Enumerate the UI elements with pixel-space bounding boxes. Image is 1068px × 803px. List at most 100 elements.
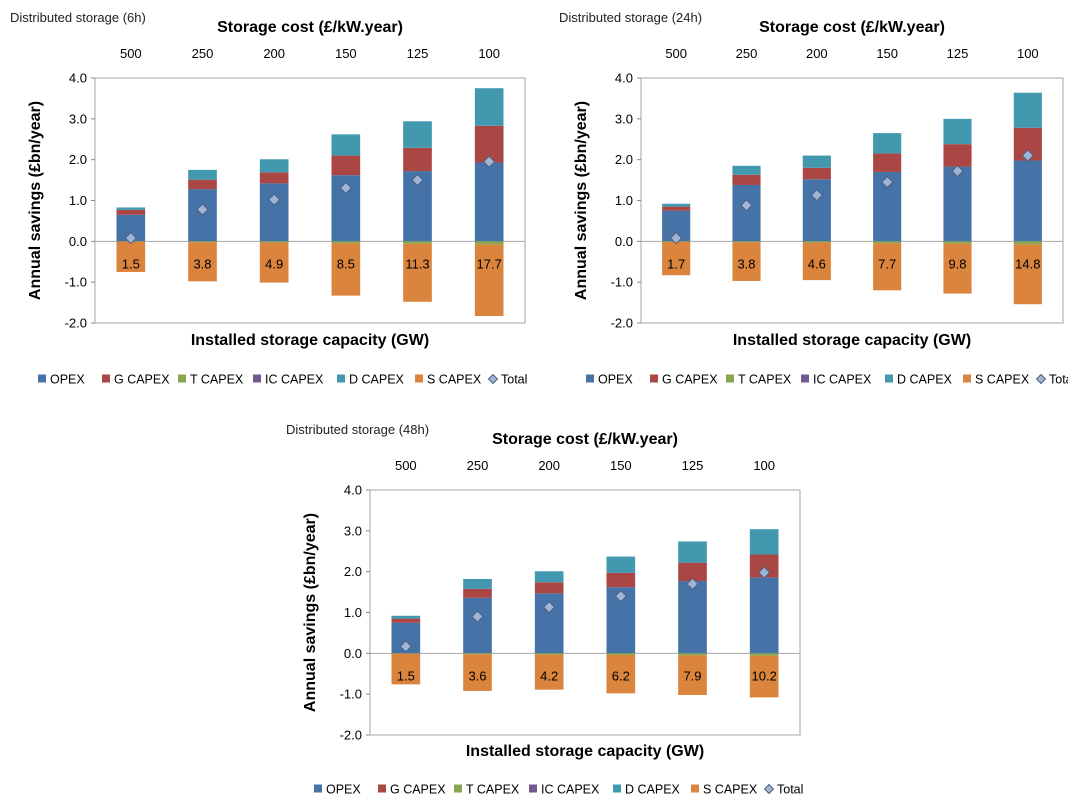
legend-swatch — [178, 374, 186, 383]
top-category-label: 150 — [335, 46, 357, 61]
legend-label: Total — [501, 373, 527, 387]
y-axis-title: Annual savings (£bn/year) — [27, 101, 44, 300]
total-marker — [757, 566, 771, 579]
legend-label: OPEX — [326, 783, 361, 797]
legend-label: D CAPEX — [625, 783, 681, 797]
bar-segment-d-capex — [606, 556, 636, 573]
bar-segment-d-capex — [116, 207, 146, 210]
legend-label: IC CAPEX — [541, 783, 600, 797]
total-marker — [339, 181, 353, 195]
bar-segment-opex — [749, 577, 779, 654]
bar-segment-d-capex — [534, 571, 564, 583]
chart-svg: Distributed storage (6h) Storage cost (£/… — [10, 10, 527, 387]
bar-segment-opex — [732, 184, 761, 242]
bar-segment-t-capex — [873, 241, 902, 244]
top-category-label: 200 — [263, 46, 285, 61]
y-tick-label: -1.0 — [65, 275, 87, 290]
category-label: 11.3 — [405, 256, 429, 271]
legend-swatch — [691, 784, 699, 793]
bar-segment-s-capex — [732, 242, 761, 281]
category-label: 9.8 — [948, 256, 966, 271]
bar-segment-t-capex — [943, 241, 972, 244]
y-tick-label: 4.0 — [69, 71, 87, 86]
legend-label: G CAPEX — [662, 373, 718, 387]
category-label: 6.2 — [612, 668, 630, 683]
y-tick-label: 2.0 — [344, 564, 362, 579]
top-category-label: 150 — [610, 458, 632, 473]
x-axis-title: Installed storage capacity (GW) — [733, 332, 971, 349]
total-marker — [471, 610, 484, 623]
top-category-label: 500 — [395, 458, 417, 473]
legend-swatch — [801, 374, 809, 383]
bar-segment-opex — [474, 162, 504, 242]
bar-segment-s-capex — [534, 654, 564, 690]
top-axis-title: Storage cost (£/kW.year) — [492, 431, 678, 448]
top-category-label: 100 — [478, 46, 500, 61]
bar-segment-s-capex — [116, 241, 146, 272]
bar-segment-g-capex — [873, 153, 902, 172]
y-tick-label: -2.0 — [340, 728, 362, 743]
bar-segment-s-capex — [391, 653, 421, 685]
bar-segment-s-capex — [678, 655, 707, 695]
bar-segment-d-capex — [259, 159, 289, 173]
bar-segment-g-capex — [749, 554, 779, 578]
bar-segment-g-capex — [943, 144, 972, 167]
bar-segment-g-capex — [463, 588, 492, 598]
legend-label: T CAPEX — [738, 373, 792, 387]
top-category-label: 250 — [736, 46, 758, 61]
bar-segment-opex — [463, 597, 492, 654]
bar-segment-s-capex — [873, 243, 902, 291]
legend-label: G CAPEX — [390, 783, 446, 797]
top-category-label: 125 — [682, 458, 704, 473]
bar-segment-opex — [943, 166, 972, 242]
legend-swatch-total — [763, 783, 775, 795]
bar-segment-t-capex — [678, 653, 707, 656]
y-tick-label: 4.0 — [344, 483, 362, 498]
legend-label: Total — [777, 783, 803, 797]
bar-segment-t-capex — [474, 241, 504, 245]
chart-panel-48h: Distributed storage (48h) Storage cost (£… — [276, 410, 810, 798]
y-tick-label: -1.0 — [611, 275, 633, 290]
category-label: 3.8 — [193, 256, 211, 271]
legend: OPEX G CAPEX T CAPEX IC CAPEX D CAPEX S CAPEX… — [38, 373, 527, 387]
bar-segment-t-capex — [802, 241, 831, 243]
bar-segment-t-capex — [259, 241, 289, 243]
top-category-label: 200 — [806, 46, 828, 61]
top-axis-title: Storage cost (£/kW.year) — [759, 19, 945, 36]
bar-segment-d-capex — [943, 118, 972, 145]
y-tick-label: -2.0 — [65, 316, 87, 331]
bar-segment-opex — [259, 183, 289, 242]
total-marker — [124, 231, 138, 245]
bar-segment-t-capex — [749, 653, 779, 656]
legend-swatch — [38, 374, 46, 383]
legend-swatch-total — [1035, 373, 1047, 385]
chart-header: Distributed storage (48h) — [286, 422, 429, 437]
bar-segment-d-capex — [403, 121, 432, 148]
legend-swatch — [650, 374, 658, 383]
chart-header: Distributed storage (6h) — [10, 10, 146, 25]
bar-segment-g-capex — [534, 582, 564, 594]
bar-segment-g-capex — [188, 179, 217, 190]
bar-segment-d-capex — [678, 541, 707, 563]
y-tick-label: 1.0 — [69, 193, 87, 208]
bar-segment-d-capex — [188, 169, 217, 180]
total-marker — [542, 600, 556, 614]
legend-label: D CAPEX — [349, 373, 405, 387]
legend-swatch — [337, 374, 345, 383]
top-category-label: 125 — [947, 46, 969, 61]
bar-segment-s-capex — [188, 242, 217, 282]
legend-label: OPEX — [50, 373, 85, 387]
top-category-label: 500 — [665, 46, 687, 61]
bar-segment-t-capex — [1013, 241, 1042, 245]
legend-swatch-total — [487, 373, 499, 385]
legend-label: T CAPEX — [190, 373, 244, 387]
total-marker — [614, 589, 628, 603]
bar-segment-s-capex — [259, 242, 289, 283]
bar-segment-opex — [678, 581, 707, 654]
bar-segment-s-capex — [943, 243, 972, 294]
legend-swatch — [454, 784, 462, 793]
y-tick-label: -2.0 — [611, 316, 633, 331]
total-marker — [951, 164, 964, 178]
bar-segment-opex — [1013, 160, 1042, 242]
y-tick-label: 4.0 — [615, 71, 633, 86]
